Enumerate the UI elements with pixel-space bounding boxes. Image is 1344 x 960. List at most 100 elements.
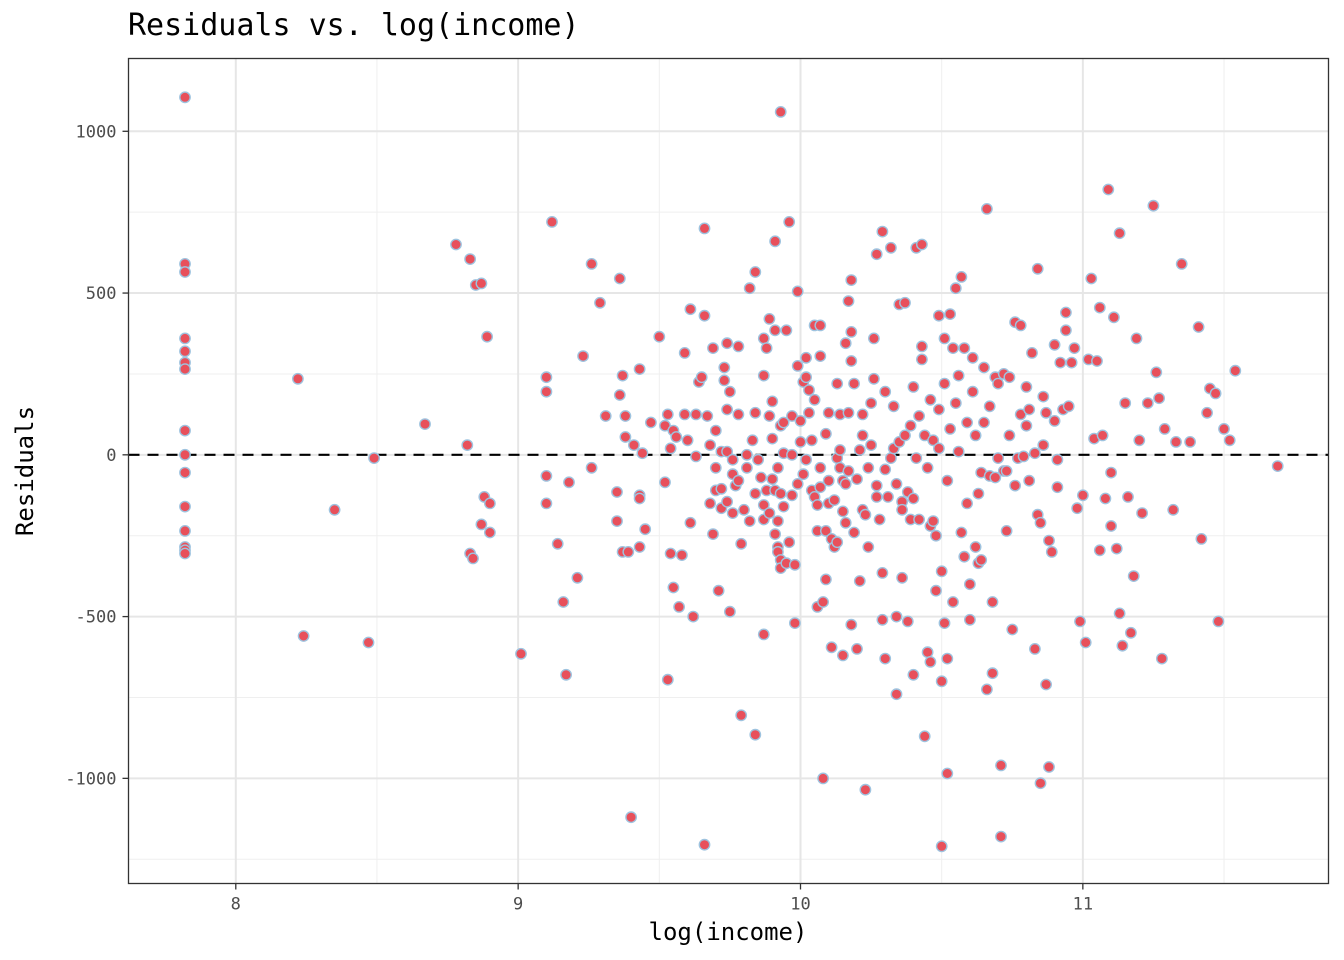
data-point: [1037, 390, 1050, 403]
data-point: [811, 499, 824, 511]
data-point: [800, 351, 812, 364]
data-point: [924, 393, 937, 406]
data-point: [698, 838, 711, 851]
data-point: [791, 477, 804, 490]
data-point: [179, 525, 191, 537]
data-point: [851, 473, 863, 485]
data-point: [1223, 434, 1236, 447]
data-point: [712, 584, 725, 597]
data-point: [969, 541, 982, 553]
data-point: [1099, 492, 1112, 505]
data-point: [670, 431, 683, 443]
data-point: [1096, 429, 1109, 442]
data-point: [1156, 652, 1168, 665]
data-point: [935, 840, 948, 853]
data-point: [865, 397, 877, 409]
data-point: [757, 499, 770, 511]
data-point: [814, 319, 827, 332]
data-point: [1105, 466, 1118, 479]
data-point: [935, 565, 948, 578]
data-point: [862, 541, 875, 553]
data-point: [741, 461, 753, 474]
data-point: [814, 481, 827, 494]
data-point: [1113, 227, 1126, 240]
data-point: [1102, 183, 1115, 196]
axes: 8 9 10 11 -1000 -500 0 500 1000: [65, 122, 1093, 914]
data-point: [633, 541, 646, 553]
data-point: [992, 452, 1004, 464]
data-point: [1000, 465, 1013, 477]
data-point: [930, 529, 942, 542]
data-point: [704, 497, 716, 510]
data-point: [515, 647, 527, 660]
data-point: [1105, 520, 1118, 532]
y-tick-label: 500: [86, 284, 117, 304]
y-tick-label: 1000: [76, 122, 117, 142]
data-point: [1051, 481, 1064, 494]
data-point: [913, 410, 925, 422]
data-point: [800, 371, 812, 384]
data-point: [619, 431, 632, 443]
data-point: [992, 377, 1004, 390]
data-point: [853, 575, 866, 587]
data-point: [1147, 199, 1160, 212]
data-point: [179, 363, 191, 375]
data-point: [718, 361, 731, 374]
x-tick-label: 10: [790, 895, 810, 915]
data-point: [1212, 615, 1225, 628]
data-point: [483, 497, 496, 510]
data-point: [738, 503, 750, 516]
data-point: [1201, 406, 1214, 419]
data-point: [611, 515, 623, 527]
y-tick-label: -1000: [65, 769, 116, 789]
data-point: [786, 448, 798, 461]
data-point: [560, 668, 572, 681]
data-point: [735, 537, 748, 550]
data-point: [619, 410, 632, 422]
data-point: [611, 486, 623, 498]
data-point: [721, 403, 733, 416]
data-point: [540, 497, 553, 510]
data-point: [698, 222, 711, 235]
data-point: [981, 202, 993, 215]
data-point: [678, 408, 691, 421]
data-point: [876, 225, 889, 238]
data-point: [1184, 435, 1197, 448]
data-point: [724, 605, 736, 618]
data-point: [885, 241, 897, 254]
data-point: [989, 471, 1002, 484]
data-point: [1108, 311, 1120, 324]
data-point: [848, 377, 860, 390]
data-point: [918, 730, 931, 743]
y-tick-label: -500: [76, 608, 117, 628]
data-point: [769, 324, 781, 337]
data-point: [1130, 332, 1143, 345]
data-point: [1026, 346, 1038, 359]
data-point: [667, 581, 680, 594]
data-point: [749, 266, 762, 278]
data-point: [1006, 623, 1019, 636]
data-point: [876, 567, 889, 579]
data-point: [757, 369, 770, 382]
data-point: [941, 652, 954, 665]
data-point: [1048, 414, 1061, 427]
data-point: [870, 490, 883, 503]
data-point: [746, 434, 759, 447]
data-point: [1136, 507, 1149, 519]
data-point: [845, 618, 858, 631]
data-point: [862, 461, 875, 474]
data-point: [1125, 626, 1137, 639]
data-point: [659, 476, 671, 489]
data-point: [845, 325, 858, 338]
data-point: [1110, 542, 1123, 555]
data-point: [938, 617, 951, 629]
data-point: [721, 495, 733, 508]
data-point: [639, 523, 652, 536]
data-point: [910, 452, 923, 464]
data-point: [1003, 429, 1016, 442]
data-point: [964, 578, 976, 591]
data-point: [774, 487, 787, 500]
data-point: [749, 487, 762, 500]
data-point: [780, 324, 793, 337]
